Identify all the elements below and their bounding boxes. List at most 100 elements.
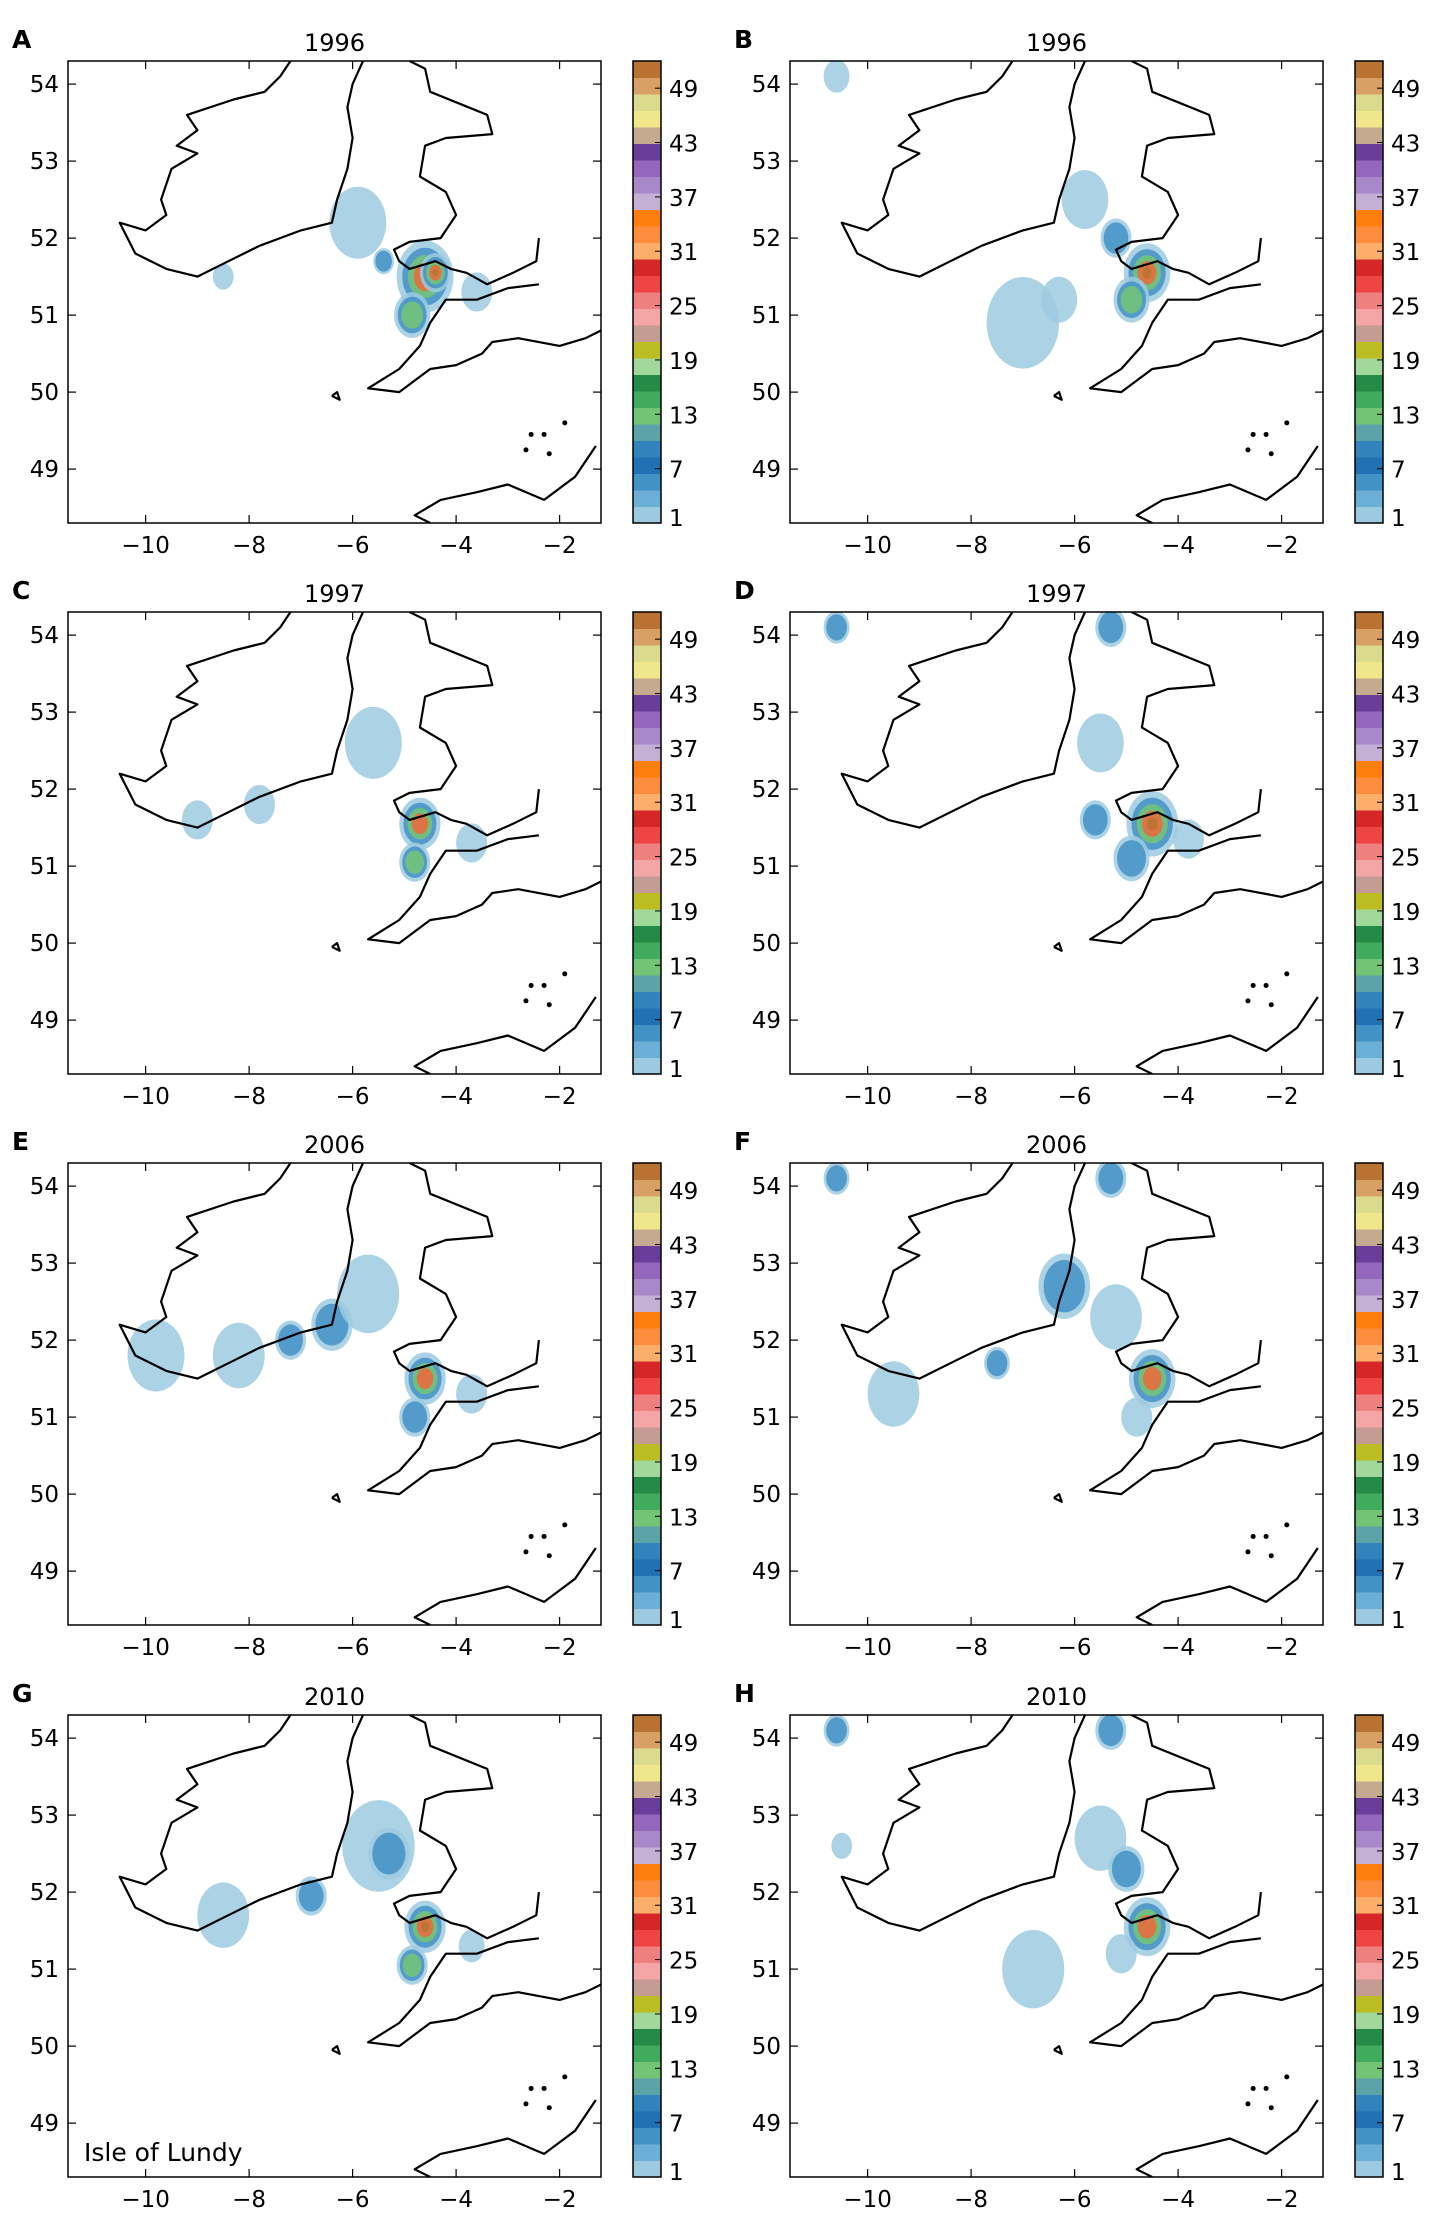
island-dot (1268, 1002, 1274, 1008)
colorbar-swatch (633, 127, 661, 144)
panel-letter: G (12, 1679, 33, 1708)
x-tick-label: −8 (232, 1635, 266, 1661)
y-tick-label: 53 (752, 700, 781, 726)
colorbar-swatch (633, 1361, 661, 1378)
colorbar-swatch (633, 325, 661, 342)
colorbar-swatch (1355, 1814, 1383, 1831)
colorbar: 1 7 13 19 25 31 37 43 49 (1354, 611, 1420, 1083)
colorbar-swatch (633, 490, 661, 507)
coastline-england (367, 834, 601, 945)
coastline-ireland (118, 61, 365, 278)
colorbar-label: 7 (1391, 2112, 1406, 2138)
y-tick-label: 52 (30, 226, 59, 252)
colorbar-swatch (1355, 374, 1383, 392)
colorbar-swatch (633, 374, 661, 392)
y-tick-label: 50 (752, 931, 781, 957)
density-contour (1120, 285, 1143, 314)
colorbar-swatch (633, 661, 661, 679)
density-contour (826, 614, 847, 641)
island-dot (541, 982, 547, 988)
colorbar-swatch (1355, 1559, 1383, 1576)
x-tick-label: −4 (439, 1635, 473, 1661)
colorbar-swatch (633, 2012, 661, 2029)
y-tick-label: 51 (752, 303, 781, 329)
island-dot (541, 1533, 547, 1539)
colorbar-swatch (1355, 242, 1383, 260)
x-tick-label: −8 (232, 533, 266, 559)
density-contour (243, 784, 275, 825)
colorbar-swatch (1355, 391, 1383, 408)
colorbar-swatch (633, 1311, 661, 1329)
colorbar-swatch (633, 1830, 661, 1848)
colorbar-swatch (633, 292, 661, 309)
colorbar-label: 43 (1391, 683, 1420, 709)
colorbar-swatch (633, 1427, 661, 1444)
colorbar-swatch (633, 209, 661, 227)
panel-title: 1996 (1026, 29, 1087, 57)
coastline-england (1088, 1385, 1323, 1496)
colorbar-swatch (1355, 1847, 1383, 1864)
colorbar-swatch (633, 876, 661, 893)
colorbar-label: 31 (1391, 1894, 1420, 1920)
colorbar-swatch (633, 473, 661, 491)
colorbar-swatch (633, 1377, 661, 1395)
island-dot (562, 420, 568, 426)
x-tick-label: −6 (1058, 2187, 1092, 2213)
colorbar-swatch (633, 991, 661, 1009)
colorbar-label: 19 (1391, 2003, 1420, 2029)
colorbar-swatch (1355, 991, 1383, 1009)
y-tick-label: 54 (30, 72, 59, 98)
y-tick-label: 54 (30, 1726, 59, 1752)
colorbar-label: 37 (1391, 1840, 1420, 1866)
map-panel-h: −10 −8 −6 −4 −2 49 50 51 52 53 54 H 2010 1 7 13 19 25 31 37… (734, 1679, 1420, 2213)
coastline-scilly (331, 391, 341, 401)
density-contour (1098, 1163, 1124, 1195)
y-tick-label: 50 (752, 380, 781, 406)
map-panel-c: −10 −8 −6 −4 −2 49 50 51 52 53 54C 1997 1 7 13 19 25 31 37… (12, 576, 698, 1110)
colorbar-swatch (1355, 292, 1383, 309)
colorbar-swatch (1355, 193, 1383, 210)
y-tick-label: 54 (752, 72, 781, 98)
x-tick-label: −2 (1265, 533, 1299, 559)
y-tick-label: 52 (30, 1328, 59, 1354)
colorbar-label: 31 (1391, 791, 1420, 817)
colorbar-swatch (1355, 1311, 1383, 1329)
colorbar-swatch (1355, 1880, 1383, 1897)
density-contour (375, 250, 392, 272)
y-tick-label: 50 (752, 2034, 781, 2060)
colorbar-swatch (633, 1526, 661, 1543)
colorbar-swatch (633, 1995, 661, 2013)
density-contour (212, 1322, 265, 1389)
density-contour (1147, 817, 1158, 831)
x-tick-label: −8 (954, 2187, 988, 2213)
y-tick-label: 50 (752, 1482, 781, 1508)
y-tick-label: 52 (752, 777, 781, 803)
colorbar: 1 7 13 19 25 31 37 43 49 (632, 60, 698, 532)
y-tick-label: 54 (752, 1726, 781, 1752)
y-tick-label: 49 (752, 1008, 781, 1034)
colorbar-label: 37 (1391, 1288, 1420, 1314)
plot-frame (67, 60, 602, 524)
y-tick-label: 49 (30, 2111, 59, 2137)
x-tick-label: −2 (1265, 1084, 1299, 1110)
colorbar-swatch (633, 1913, 661, 1930)
coastline-scilly (1053, 1492, 1063, 1503)
colorbar-swatch (1355, 843, 1383, 860)
colorbar-swatch (633, 2061, 661, 2079)
colorbar-swatch (1355, 1575, 1383, 1593)
y-tick-label: 50 (30, 1482, 59, 1508)
panel-letter: B (734, 25, 753, 54)
panel-title: 2010 (304, 1683, 365, 1711)
colorbar-swatch (1355, 308, 1383, 326)
colorbar-swatch (633, 1559, 661, 1576)
island-dot (562, 971, 568, 977)
colorbar-swatch (633, 645, 661, 662)
y-tick-label: 51 (30, 303, 59, 329)
coastline-england (367, 1385, 601, 1496)
colorbar-label: 19 (669, 2003, 698, 2029)
colorbar-swatch (633, 275, 661, 293)
coastline-ireland (840, 1163, 1087, 1380)
x-tick-label: −6 (336, 2187, 370, 2213)
colorbar-swatch (1355, 440, 1383, 458)
